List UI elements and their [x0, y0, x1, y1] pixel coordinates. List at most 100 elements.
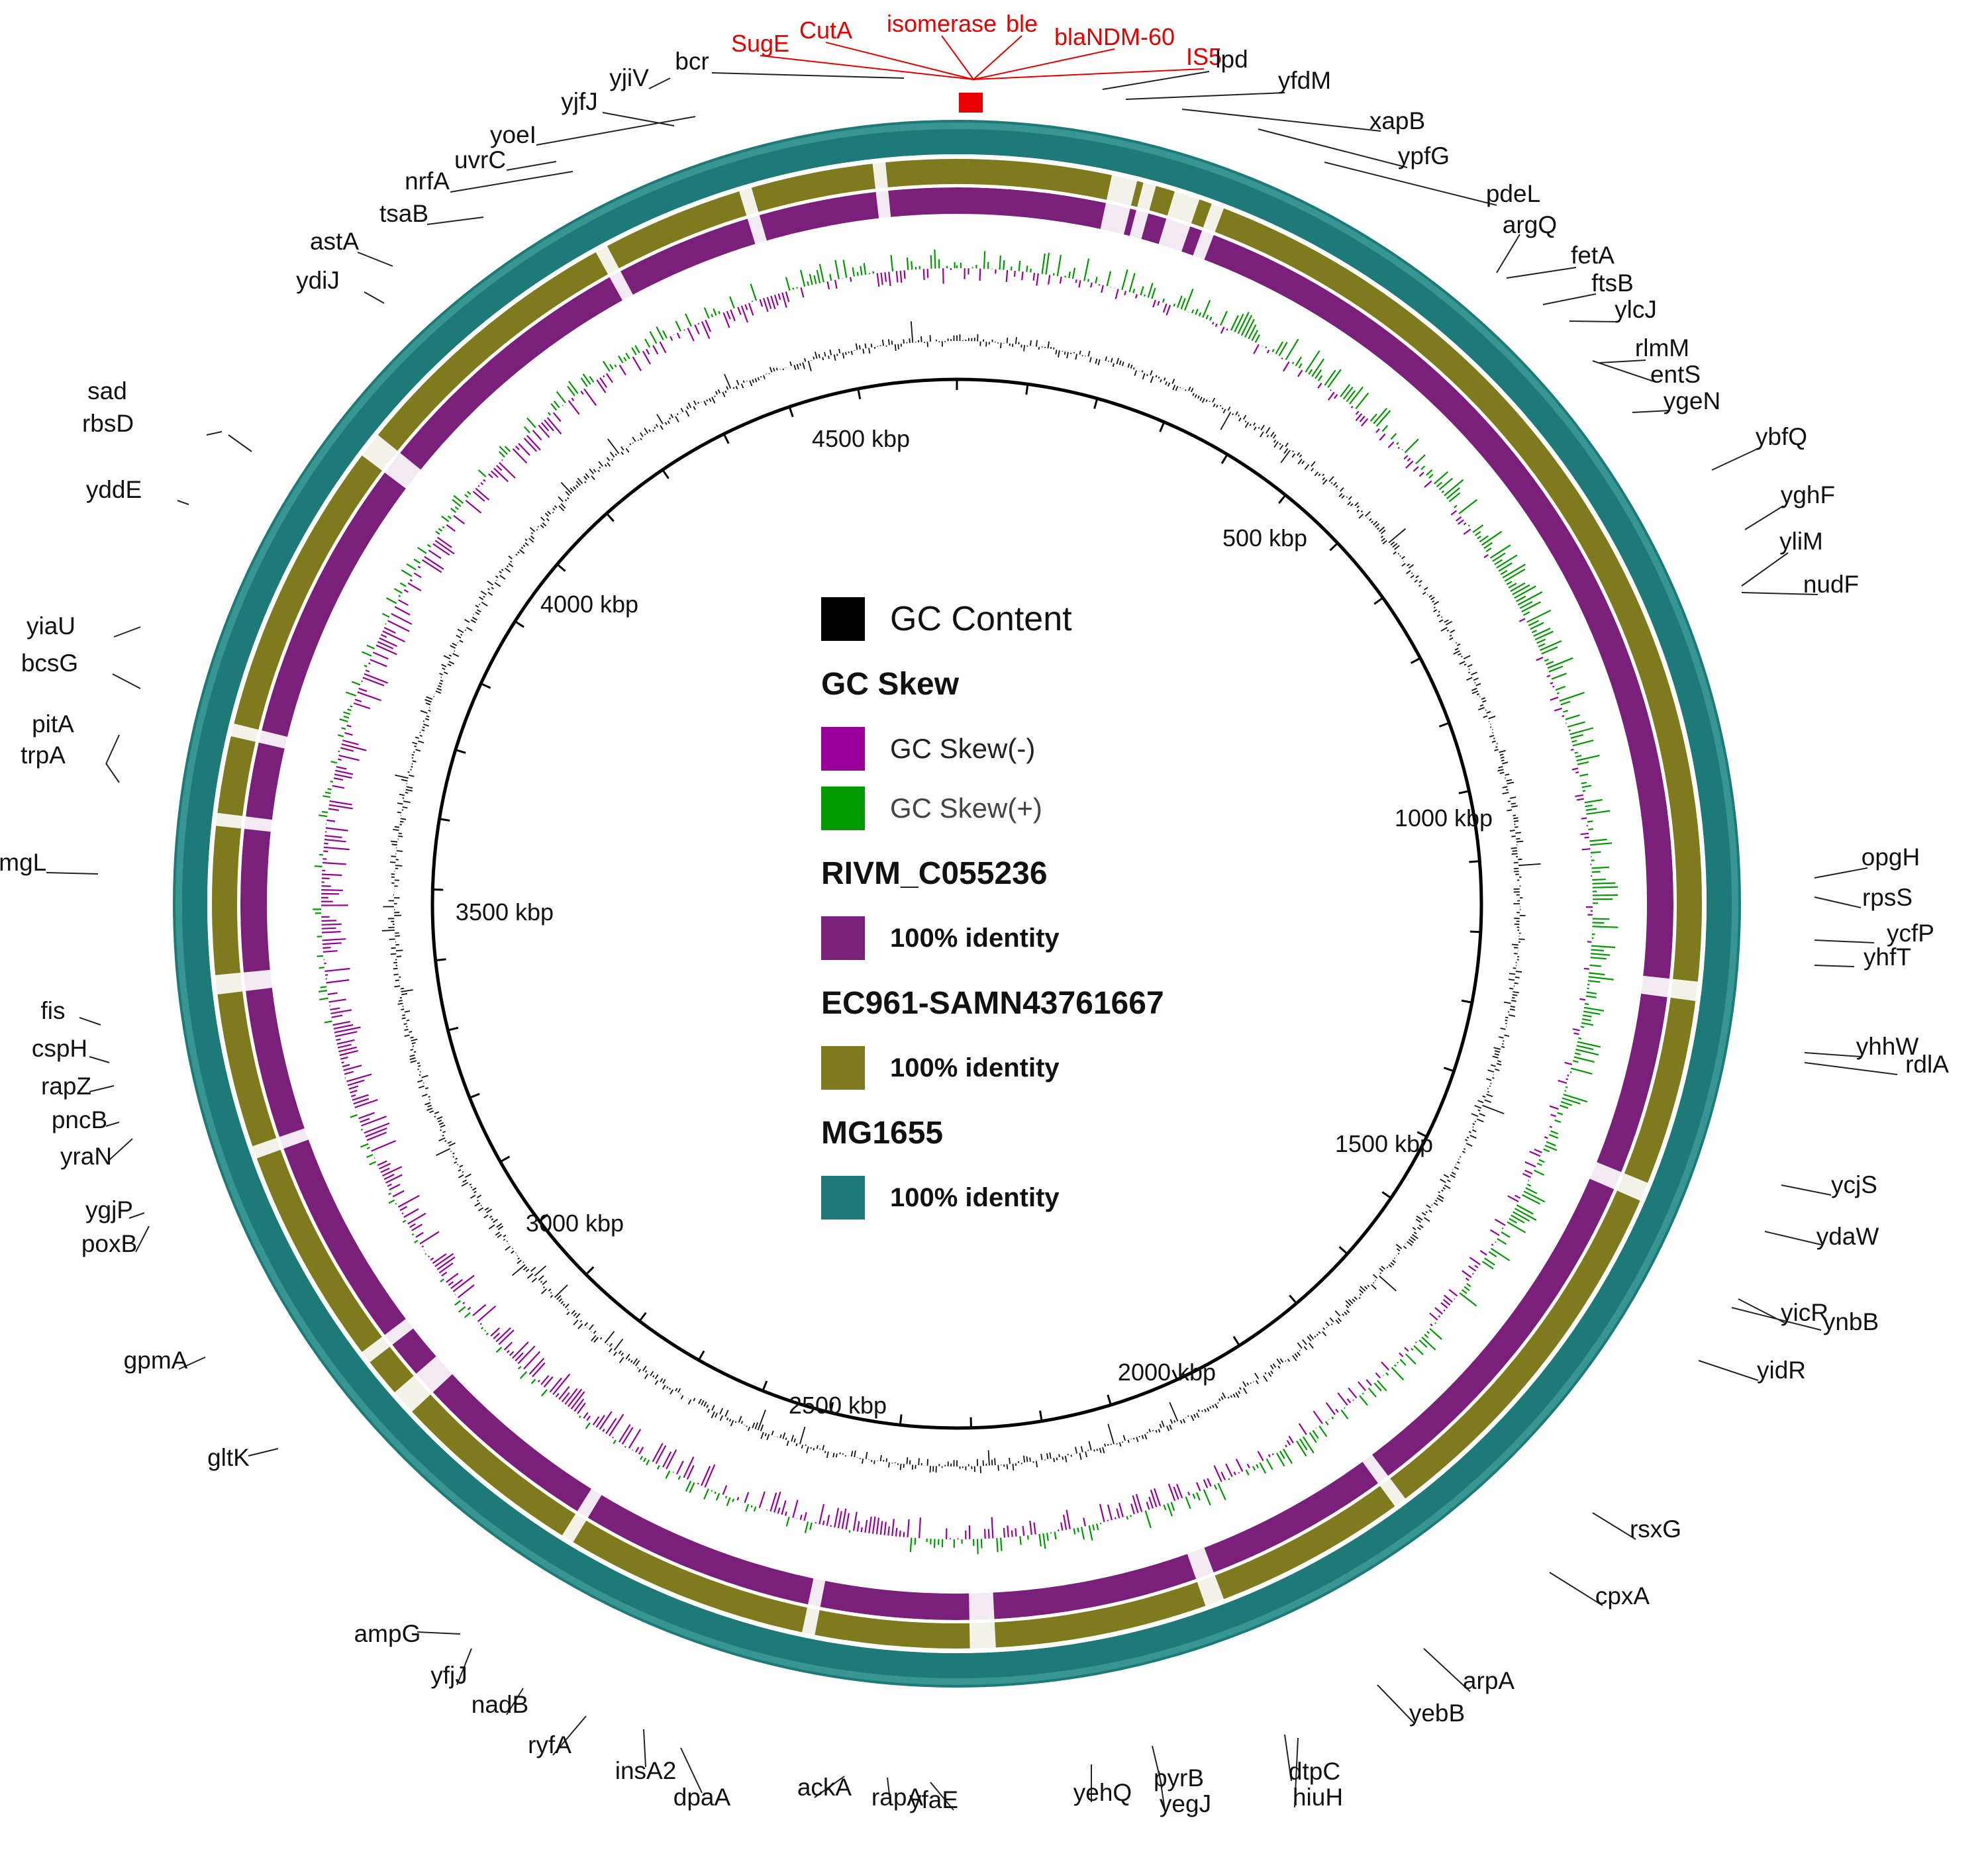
gene-label: gltK — [207, 1444, 250, 1471]
gene-label: yhhW — [1856, 1033, 1919, 1060]
legend-ring3: 100% identity — [821, 1168, 1164, 1227]
leader-line — [89, 1085, 115, 1092]
leader-line — [1324, 162, 1497, 206]
leader-line — [1741, 592, 1818, 595]
leader-line — [1496, 234, 1520, 273]
leader-line — [46, 872, 99, 875]
gene-label: cspH — [32, 1035, 87, 1062]
ring3-title: MG1655 — [821, 1115, 944, 1151]
leader-line — [109, 1138, 133, 1161]
gene-label: nadB — [472, 1691, 528, 1718]
tick-mark — [1220, 454, 1228, 464]
leader-line — [887, 1777, 891, 1806]
tick-mark — [1469, 860, 1480, 863]
ring2-title: EC961-SAMN43761667 — [821, 985, 1164, 1021]
ring-rivm — [240, 187, 1673, 1620]
gene-label: ftsB — [1591, 269, 1634, 297]
leader-line — [1569, 320, 1620, 322]
tick-mark — [1410, 657, 1421, 664]
tick-mark — [514, 620, 524, 628]
red-leader-line — [973, 68, 1205, 80]
ring-mg1655-edge — [175, 122, 1738, 1685]
red-gene-label: ble — [1006, 10, 1038, 37]
ring-ec961 — [212, 159, 1702, 1649]
leader-line — [1741, 552, 1789, 587]
resistance-gene-block — [980, 93, 983, 113]
tick-label: 500 kbp — [1222, 524, 1307, 551]
gene-label: entS — [1650, 361, 1701, 388]
leader-line — [1599, 359, 1646, 363]
resistance-gene-block — [977, 93, 980, 113]
leader-line — [1711, 447, 1761, 471]
red-leader-line — [973, 48, 1115, 80]
gene-label: argQ — [1503, 211, 1557, 238]
tick-mark — [1025, 384, 1029, 395]
leader-line — [105, 734, 120, 765]
gc-skew-negative-track — [321, 268, 1593, 1539]
gene-label: rbsD — [82, 410, 134, 437]
leader-line — [1549, 1572, 1603, 1606]
gene-label: pitA — [32, 710, 74, 738]
tick-mark — [455, 749, 466, 754]
gc-skew-pos-swatch — [821, 787, 865, 830]
red-leader-line — [760, 55, 974, 80]
gene-label: yfjJ — [430, 1662, 468, 1689]
ring-separator — [207, 154, 1707, 1653]
tick-label: 2500 kbp — [789, 1392, 887, 1419]
gene-label: ycfP — [1887, 920, 1934, 947]
gene-label: ylcJ — [1615, 296, 1657, 323]
tick-mark — [605, 512, 615, 522]
tick-mark — [788, 406, 794, 418]
gc-content-label: GC Content — [890, 600, 1072, 638]
gene-label: yiaU — [26, 612, 75, 640]
leader-line — [1377, 1684, 1415, 1723]
gene-label: dtpC — [1289, 1758, 1340, 1785]
tick-mark — [1461, 999, 1473, 1004]
leader-line — [930, 1782, 954, 1811]
gene-label: hiuH — [1293, 1784, 1343, 1811]
leader-line — [1804, 1062, 1898, 1075]
leader-line — [1125, 92, 1285, 100]
leader-line — [506, 1688, 524, 1715]
tick-mark — [469, 1092, 480, 1099]
red-leader-line — [973, 35, 1022, 80]
tick-mark — [1093, 398, 1099, 409]
gene-label: yfaE — [909, 1786, 958, 1813]
gene-label: opgH — [1862, 843, 1920, 871]
tick-label: 3500 kbp — [456, 898, 554, 926]
gene-label: yidR — [1757, 1357, 1806, 1384]
red-leader-line — [825, 42, 974, 80]
leader-line — [648, 77, 671, 89]
tick-mark — [435, 958, 446, 962]
leader-line — [1744, 505, 1784, 530]
tick-mark — [1039, 1410, 1043, 1421]
tick-mark — [829, 1402, 834, 1413]
legend-gc-skew-pos: GC Skew(+) — [821, 779, 1164, 838]
leader-line — [89, 1056, 110, 1063]
gene-label: ydiJ — [296, 267, 340, 294]
tick-mark — [585, 1266, 595, 1276]
leader-line — [456, 1648, 472, 1686]
gene-label: ryfA — [528, 1731, 572, 1758]
gene-label: nudF — [1803, 571, 1859, 598]
ring1-title: RIVM_C055236 — [821, 855, 1048, 891]
ring2-identity: 100% identity — [890, 1053, 1060, 1082]
tick-mark — [1416, 1131, 1428, 1138]
resistance-gene-block — [972, 93, 975, 113]
ring-separator — [238, 185, 1676, 1623]
leader-line — [1804, 1052, 1862, 1057]
leader-line — [112, 673, 141, 689]
leader-line — [1258, 128, 1408, 168]
gene-label: ydaW — [1816, 1223, 1879, 1250]
gene-label: yhfT — [1864, 943, 1911, 971]
tick-mark — [1329, 542, 1339, 551]
tick-label: 2000 kbp — [1118, 1359, 1216, 1386]
leader-line — [552, 1715, 587, 1756]
gene-label: yebB — [1409, 1700, 1465, 1727]
tick-mark — [499, 1155, 511, 1163]
resistance-gene-block — [967, 93, 969, 113]
leader-line — [1592, 1512, 1636, 1540]
tick-mark — [638, 1312, 647, 1322]
tick-mark — [1171, 1369, 1178, 1380]
